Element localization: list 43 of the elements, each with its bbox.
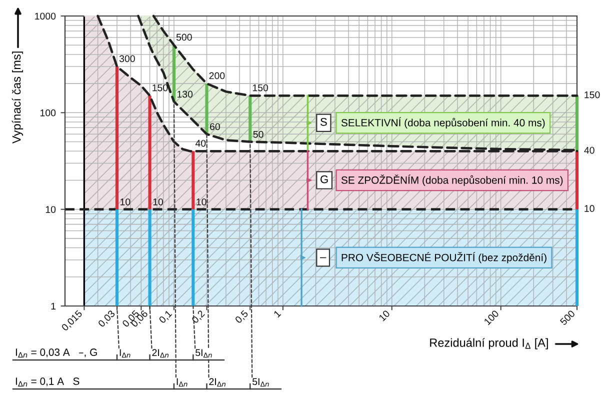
data-label: 40 [195,140,206,147]
data-label: 40 [584,146,594,154]
x-tick-label: 100 [484,310,500,326]
data-label: 500 [176,34,192,41]
annotation: 5I$_{Δn}$ [196,349,212,358]
x-tick-label: 0,5 [234,310,250,324]
annotation: I$_{Δn}$ [176,378,188,387]
data-label: 300 [119,55,135,62]
data-label: 10 [584,205,594,212]
x-tick-label: 0,1 [158,310,174,324]
x-tick-label: 1 [273,310,282,318]
data-label: 150 [152,84,168,92]
y-tick-label: 100 [40,109,56,116]
y-tick-label: 1 [51,302,56,310]
x-tick-label: 0,2 [191,310,206,324]
text: I$_{Δn}$ = 0,1 A S [16,378,80,387]
data-label: 200 [209,72,225,80]
annotation: SELEKTIVNÍ (doba nepůsobení min. 40 ms) [341,117,545,128]
y-axis-title: Vypínací čas [ms] [12,52,24,144]
y-tick-label: 1000 [35,12,56,20]
y-tick-label: 10 [46,206,56,213]
data-label: 10 [153,198,163,206]
x-tick-label: 10 [378,310,390,322]
annotation: 5I$_{Δn}$ [252,378,269,387]
annotation: 2I$_{Δn}$ [152,349,168,358]
data-label: 10 [196,198,206,206]
data-label: 150 [584,91,600,98]
annotation: PRO VŠEOBECNÉ POUŽITÍ (bez zpoždění) [342,252,546,264]
annotation: 2I$_{Δn}$ [209,378,226,387]
x-axis-title: Reziduální proud I$_{Δ}$ [A] [430,338,548,350]
annotation: SE ZPOŽDĚNÍM (doba nepůsobení min. 10 ms) [341,174,563,186]
x-tick-label: 500 [560,310,576,326]
data-label: 10 [120,198,130,206]
data-label: 50 [253,130,264,138]
annotation: I$_{Δn}$ [120,349,130,358]
data-label: 130 [177,90,193,98]
text: I$_{Δn}$ = 0,03 A –, G [16,348,97,358]
data-label: 60 [210,123,220,130]
annotation: G [320,175,328,184]
data-label: 150 [252,84,268,92]
annotation: – [320,257,326,258]
x-tick-label: 0,03 [98,310,116,328]
annotation: S [320,118,327,126]
